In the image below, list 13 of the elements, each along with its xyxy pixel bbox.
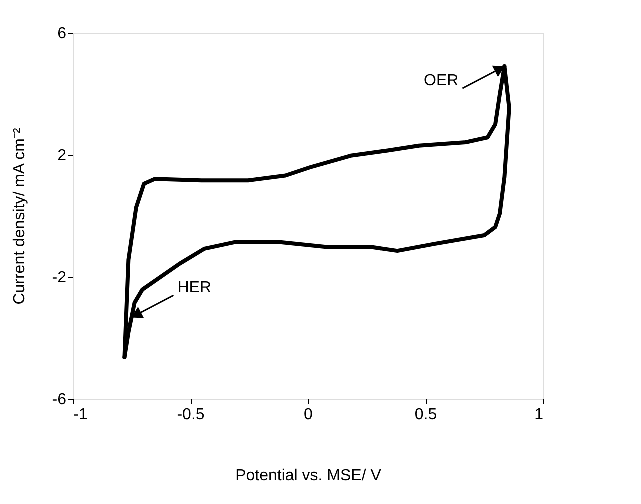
x-tick-label: 0 [304,406,314,424]
y-axis-title: Current density/ mA cm⁻² [11,128,28,305]
annotation: HER [178,280,212,297]
annotation: OER [424,72,459,90]
x-tick-label: 1 [534,406,544,424]
x-axis-title: Potential vs. MSE/ V [236,468,382,484]
x-tick-label: -1 [74,406,88,424]
y-tick-label: 2 [58,148,67,164]
y-tick-label: -6 [52,392,67,408]
y-tick-label: 6 [58,26,67,42]
x-tick-label: -0.5 [177,406,205,424]
y-tick-label: -2 [52,270,67,286]
x-tick-label: 0.5 [414,406,438,424]
